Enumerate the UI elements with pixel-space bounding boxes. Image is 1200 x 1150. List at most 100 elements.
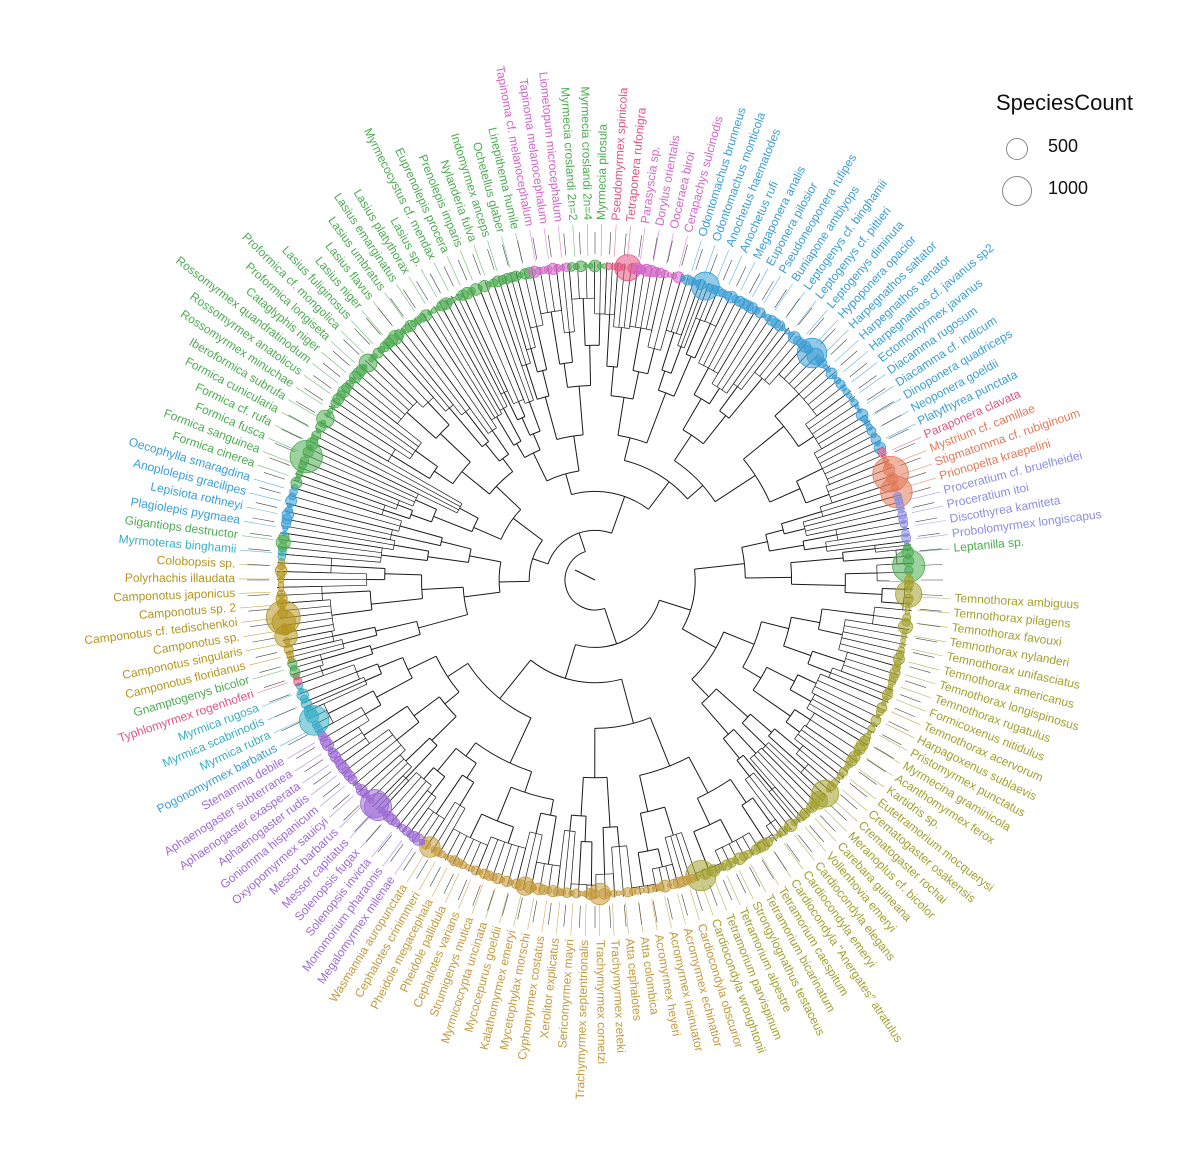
leader-line	[274, 424, 304, 440]
inner-genus-tick	[322, 362, 341, 377]
branch	[502, 458, 514, 472]
branch	[606, 777, 611, 828]
leader-line	[487, 240, 498, 272]
inner-genus-tick	[248, 608, 271, 612]
inner-genus-tick	[579, 905, 581, 928]
inner-genus-tick	[918, 623, 940, 628]
clade-arc	[556, 434, 584, 441]
terminal-branch	[341, 388, 419, 447]
terminal-branch	[284, 510, 392, 536]
leader-line	[750, 863, 767, 893]
branch	[397, 504, 413, 511]
clade-arc	[529, 430, 541, 436]
clade-arc	[752, 667, 768, 691]
inner-genus-tick	[722, 879, 733, 901]
branch	[670, 346, 682, 374]
legend-item-1000: 1000	[1000, 176, 1190, 216]
leader-line	[257, 682, 288, 694]
branch	[657, 848, 663, 867]
terminal-branch	[503, 275, 527, 350]
inner-genus-tick	[472, 254, 481, 275]
inner-genus-tick	[502, 894, 509, 916]
branch	[783, 645, 812, 657]
terminal-branch	[604, 262, 608, 315]
inner-genus-tick	[563, 904, 567, 927]
terminal-branch	[820, 673, 889, 703]
terminal-branch	[569, 831, 576, 898]
clade-arc	[475, 742, 532, 773]
leader-line	[904, 674, 936, 685]
clade-arc	[742, 621, 762, 668]
species-count-circle	[822, 363, 829, 370]
inner-genus-tick	[904, 472, 927, 480]
terminal-branch	[802, 745, 845, 779]
inner-genus-tick	[579, 232, 581, 255]
branch	[509, 717, 532, 764]
terminal-branch	[812, 402, 860, 435]
leader-line	[900, 686, 932, 699]
branch	[805, 493, 830, 504]
clade-arc	[789, 674, 799, 690]
branch	[391, 454, 430, 479]
clade-arc	[695, 317, 705, 322]
terminal-branch	[319, 421, 389, 462]
clade-arc	[388, 729, 406, 751]
clade-arc	[611, 845, 627, 848]
clade-arc	[488, 427, 497, 434]
branch	[431, 776, 446, 795]
leader-line	[543, 227, 549, 260]
inner-genus-tick	[874, 401, 894, 414]
inner-genus-tick	[681, 244, 688, 266]
inner-genus-tick	[912, 652, 935, 658]
inner-genus-tick	[259, 487, 281, 494]
terminal-branch	[797, 734, 849, 773]
inner-genus-tick	[296, 746, 316, 759]
inner-genus-tick	[250, 532, 272, 537]
legend-label-1000: 1000	[1048, 178, 1089, 198]
clade-arc	[817, 608, 823, 630]
leader-line	[262, 694, 293, 707]
terminal-branch	[647, 269, 666, 348]
branch	[573, 435, 580, 472]
branch	[659, 599, 691, 611]
branch	[716, 688, 749, 718]
branch	[413, 696, 440, 717]
leader-line	[339, 805, 363, 829]
leader-line	[866, 385, 894, 404]
clade-arc	[321, 586, 323, 601]
leader-line	[253, 478, 285, 489]
inner-genus-tick	[749, 866, 761, 887]
branch	[565, 473, 572, 495]
leader-line	[406, 854, 425, 883]
branch	[464, 591, 500, 598]
leader-line	[704, 244, 716, 276]
terminal-branch	[484, 281, 530, 402]
species-count-circle	[900, 637, 906, 644]
branch	[687, 485, 704, 500]
leader-line	[460, 250, 473, 281]
clade-arc	[677, 345, 685, 349]
terminal-branch	[279, 539, 382, 554]
clade-arc	[658, 389, 675, 397]
species-count-circle	[620, 890, 626, 896]
leader-line	[252, 669, 284, 680]
inner-genus-tick	[912, 502, 935, 508]
clade-arc	[693, 394, 710, 405]
clade-arc	[427, 807, 445, 820]
terminal-branch	[308, 440, 458, 514]
branch	[578, 532, 586, 552]
inner-genus-tick	[313, 375, 332, 389]
species-count-circle	[327, 407, 334, 414]
clade-arc	[825, 542, 828, 552]
clade-arc	[329, 599, 335, 631]
clade-arc	[490, 836, 526, 849]
clade-arc	[624, 460, 688, 500]
leader-line	[843, 351, 869, 373]
branch	[469, 813, 483, 838]
inner-genus-tick	[919, 608, 942, 612]
branch	[465, 742, 477, 757]
branch	[623, 437, 631, 461]
inner-genus-tick	[866, 759, 886, 772]
terminal-branch	[804, 500, 904, 527]
clade-arc	[617, 434, 647, 444]
